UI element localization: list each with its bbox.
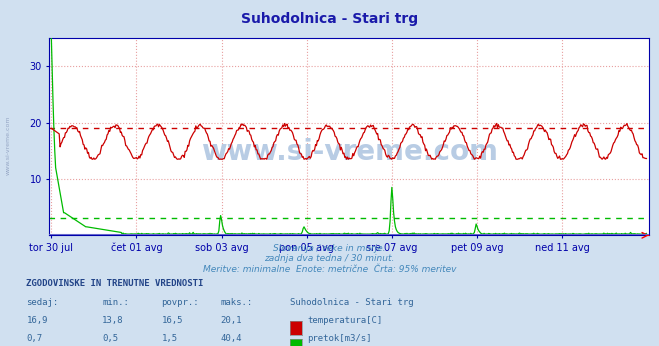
- Text: ZGODOVINSKE IN TRENUTNE VREDNOSTI: ZGODOVINSKE IN TRENUTNE VREDNOSTI: [26, 279, 204, 288]
- Text: 0,7: 0,7: [26, 334, 42, 343]
- Text: temperatura[C]: temperatura[C]: [307, 316, 382, 325]
- Text: Slovenija / reke in morje.: Slovenija / reke in morje.: [273, 244, 386, 253]
- Text: pretok[m3/s]: pretok[m3/s]: [307, 334, 372, 343]
- Text: Suhodolnica - Stari trg: Suhodolnica - Stari trg: [241, 12, 418, 26]
- Text: 0,5: 0,5: [102, 334, 118, 343]
- Text: 16,9: 16,9: [26, 316, 48, 325]
- Text: sedaj:: sedaj:: [26, 298, 59, 307]
- Text: 1,5: 1,5: [161, 334, 177, 343]
- Text: 40,4: 40,4: [221, 334, 243, 343]
- Text: www.si-vreme.com: www.si-vreme.com: [5, 116, 11, 175]
- Text: www.si-vreme.com: www.si-vreme.com: [201, 138, 498, 166]
- Text: povpr.:: povpr.:: [161, 298, 199, 307]
- Text: 20,1: 20,1: [221, 316, 243, 325]
- Text: Meritve: minimalne  Enote: metrične  Črta: 95% meritev: Meritve: minimalne Enote: metrične Črta:…: [203, 265, 456, 274]
- Text: Suhodolnica - Stari trg: Suhodolnica - Stari trg: [290, 298, 414, 307]
- Text: maks.:: maks.:: [221, 298, 253, 307]
- Text: zadnja dva tedna / 30 minut.: zadnja dva tedna / 30 minut.: [264, 254, 395, 263]
- Text: min.:: min.:: [102, 298, 129, 307]
- Text: 13,8: 13,8: [102, 316, 124, 325]
- Text: 16,5: 16,5: [161, 316, 183, 325]
